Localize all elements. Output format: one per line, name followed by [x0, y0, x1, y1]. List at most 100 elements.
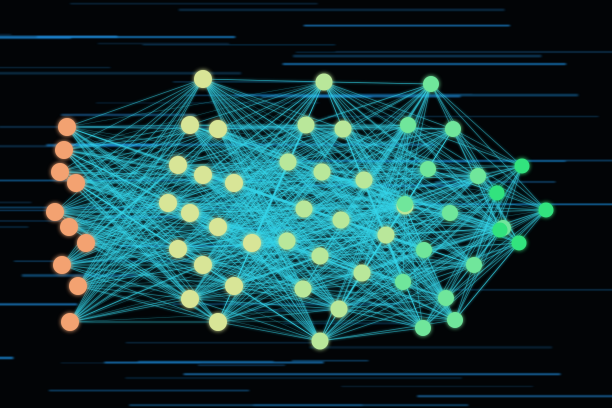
- connection-line: [69, 255, 321, 323]
- connection-line: [202, 78, 307, 126]
- light-streak: [0, 201, 32, 204]
- connection-line: [449, 192, 498, 214]
- connection-line: [286, 83, 432, 242]
- connection-line: [233, 208, 305, 287]
- connection-line: [189, 298, 321, 342]
- light-streak: [309, 346, 552, 349]
- connection-line: [361, 124, 409, 274]
- hidden-1-node: [194, 256, 212, 274]
- connection-line: [189, 297, 447, 300]
- connection-line: [423, 165, 523, 251]
- output-node: [538, 202, 554, 218]
- connection-line: [68, 226, 179, 250]
- connection-line: [404, 175, 479, 207]
- connection-line: [202, 264, 456, 321]
- connection-line: [342, 83, 432, 130]
- hidden-1-node: [209, 218, 227, 236]
- hidden-3-node: [470, 168, 486, 184]
- connection-line: [454, 229, 501, 321]
- connection-line: [363, 179, 547, 211]
- light-streak: [434, 181, 556, 183]
- connection-line: [430, 83, 547, 211]
- light-streak: [291, 360, 369, 362]
- input-node: [46, 203, 64, 221]
- light-streak: [283, 322, 432, 325]
- connection-line: [321, 171, 520, 244]
- light-streak: [61, 113, 196, 116]
- connection-line: [286, 192, 498, 242]
- connection-line: [340, 128, 454, 221]
- input-node: [69, 277, 87, 295]
- connection-line: [54, 161, 289, 213]
- connection-line: [167, 168, 429, 204]
- connection-line: [59, 171, 321, 342]
- light-streak: [309, 159, 612, 162]
- light-streak: [0, 67, 111, 68]
- light-streak: [173, 81, 334, 83]
- hidden-2-node: [355, 171, 373, 189]
- hidden-2-node: [334, 120, 352, 138]
- hidden-2-node: [330, 300, 348, 318]
- connection-line: [69, 264, 204, 323]
- connection-line: [454, 242, 520, 321]
- connection-line: [217, 308, 340, 323]
- hidden-3-node: [442, 205, 458, 221]
- light-streak: [104, 361, 324, 364]
- connection-line: [342, 128, 501, 231]
- connection-line: [202, 161, 289, 266]
- connection-line: [302, 192, 498, 290]
- connection-line: [68, 226, 387, 236]
- connection-line: [63, 149, 179, 166]
- hidden-1-node: [209, 313, 227, 331]
- connection-line: [217, 124, 409, 323]
- connection-line: [233, 124, 307, 184]
- connection-line: [61, 212, 191, 266]
- connection-line: [85, 242, 340, 310]
- connection-line: [287, 161, 523, 167]
- light-streak: [417, 395, 612, 398]
- connection-line: [407, 124, 501, 231]
- input-node: [77, 234, 95, 252]
- hidden-3-node: [466, 257, 482, 273]
- connection-line: [68, 226, 321, 342]
- light-streak: [197, 364, 286, 366]
- connection-line: [404, 165, 523, 207]
- input-node: [53, 256, 71, 274]
- output-node: [514, 158, 530, 174]
- input-node: [55, 141, 73, 159]
- connection-line: [385, 209, 547, 236]
- connection-line: [59, 164, 179, 173]
- connection-line: [445, 192, 498, 299]
- connection-line: [217, 319, 456, 323]
- connection-line: [217, 128, 363, 274]
- connection-line: [63, 149, 288, 242]
- connection-line: [75, 128, 219, 184]
- connection-line: [177, 203, 406, 250]
- connection-line: [75, 124, 307, 184]
- connection-line: [69, 171, 323, 323]
- hidden-2-node: [295, 200, 313, 218]
- connection-line: [63, 149, 305, 210]
- connection-line: [363, 179, 501, 231]
- connection-line: [85, 124, 191, 244]
- light-streak: [0, 220, 91, 222]
- light-streak: [62, 143, 436, 146]
- light-streak: [226, 126, 307, 129]
- connection-line: [217, 255, 321, 323]
- connection-line: [452, 128, 523, 167]
- connection-line: [430, 83, 523, 167]
- connection-line: [302, 288, 424, 329]
- light-streak: [142, 44, 336, 46]
- connection-line: [85, 202, 169, 244]
- hidden-1-node: [169, 156, 187, 174]
- output-node: [489, 185, 505, 201]
- connection-line: [59, 128, 219, 173]
- connection-line: [66, 124, 191, 128]
- light-streak: [328, 116, 599, 117]
- light-streak: [36, 36, 236, 39]
- connection-line: [477, 175, 501, 231]
- connection-line: [303, 165, 523, 210]
- connection-line: [319, 124, 409, 257]
- connection-line: [319, 212, 451, 342]
